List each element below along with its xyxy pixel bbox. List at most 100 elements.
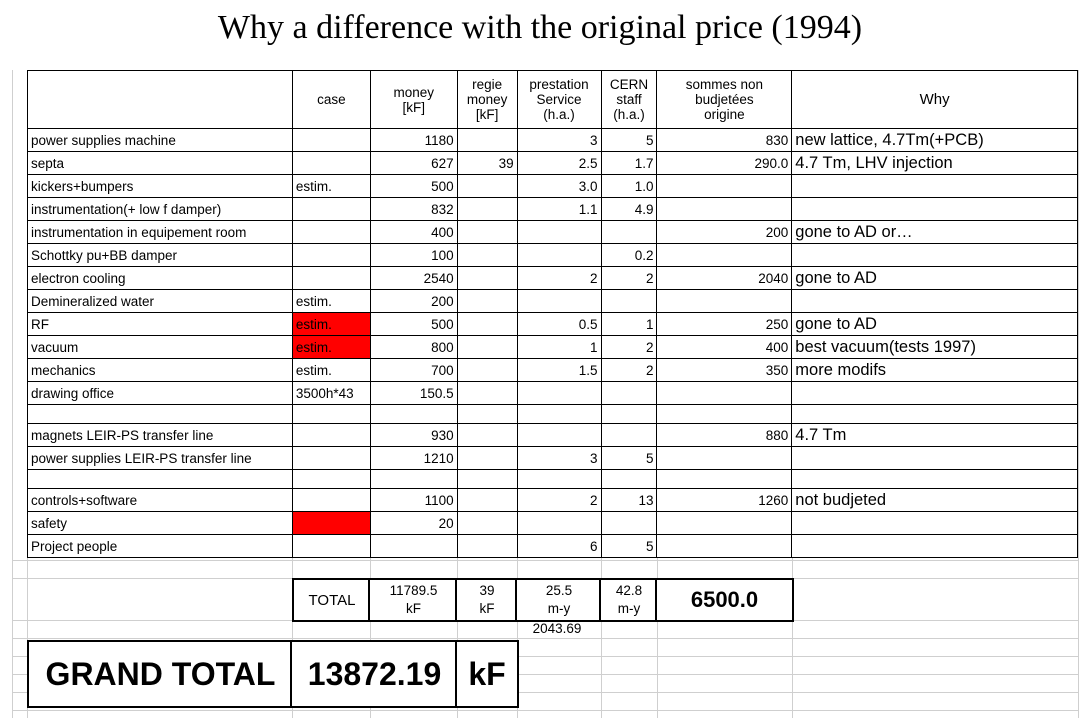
row-item: [27, 404, 293, 424]
header-money: money [kF]: [369, 70, 458, 129]
table-row: electron cooling 2540 2 2 2040 gone to AD: [27, 266, 1078, 290]
row-case: estim.: [291, 174, 371, 198]
row-item: controls+software: [27, 488, 293, 512]
row-item: power supplies machine: [27, 128, 293, 152]
row-money: 150.5: [369, 381, 458, 405]
table-row: vacuum estim. 800 1 2 400 best vacuum(tests 19…: [27, 335, 1078, 359]
row-why: [791, 404, 1078, 424]
row-why: [791, 197, 1078, 221]
row-regie: [456, 289, 518, 313]
table-row: [27, 469, 1078, 489]
grid-line: [12, 656, 1078, 657]
total-label: TOTAL: [292, 578, 372, 622]
row-why: [791, 534, 1078, 558]
page-title: Why a difference with the original price…: [217, 9, 863, 46]
total-prestation-value: 25.5: [545, 583, 573, 598]
row-prestation: [516, 404, 602, 424]
row-item: Schottky pu+BB damper: [27, 243, 293, 267]
cost-table-body: case money [kF] regie money [kF] prestation…: [27, 70, 1078, 558]
row-sommes: [656, 197, 793, 221]
table-row: magnets LEIR-PS transfer line 930 880 4.7 T…: [27, 423, 1078, 447]
row-money: 20: [369, 511, 458, 535]
row-sommes: 400: [656, 335, 793, 359]
table-row: drawing office 3500h*43 150.5: [27, 381, 1078, 405]
row-prestation: 2: [516, 266, 602, 290]
row-case: estim.: [291, 358, 371, 382]
row-item: Project people: [27, 534, 293, 558]
row-case: 3500h*43: [291, 381, 371, 405]
row-case: [291, 423, 371, 447]
row-prestation: 3: [516, 128, 602, 152]
row-regie: [456, 197, 518, 221]
total-sub-value: 2043.69: [532, 621, 582, 636]
row-cern: [600, 423, 658, 447]
row-regie: [456, 423, 518, 447]
row-cern: [600, 511, 658, 535]
row-case: [291, 151, 371, 175]
row-item: Demineralized water: [27, 289, 293, 313]
total-sommes: 6500.0: [655, 578, 794, 622]
row-money: [369, 404, 458, 424]
row-item: magnets LEIR-PS transfer line: [27, 423, 293, 447]
row-why: [791, 511, 1078, 535]
row-case: [291, 446, 371, 470]
row-why: gone to AD or…: [791, 220, 1078, 244]
row-cern: [600, 404, 658, 424]
row-prestation: [516, 289, 602, 313]
row-regie: [456, 174, 518, 198]
row-prestation: 3: [516, 446, 602, 470]
total-money: 11789.5 kF: [368, 578, 459, 622]
row-prestation: [516, 423, 602, 447]
row-why: more modifs: [791, 358, 1078, 382]
total-money-unit: kF: [406, 601, 421, 616]
table-row: instrumentation(+ low f damper) 832 1.1 4.9: [27, 197, 1078, 221]
total-regie-value: 39: [479, 583, 495, 598]
table-row: instrumentation in equipement room 400 200…: [27, 220, 1078, 244]
row-money: 1100: [369, 488, 458, 512]
header-cern-staff: CERN staff (h.a.): [600, 70, 658, 129]
row-regie: [456, 358, 518, 382]
total-regie: 39 kF: [455, 578, 519, 622]
row-regie: [456, 404, 518, 424]
row-why: [791, 174, 1078, 198]
row-item: RF: [27, 312, 293, 336]
row-regie: [456, 469, 518, 489]
row-why: 4.7 Tm: [791, 423, 1078, 447]
total-cern-unit: m-y: [617, 601, 641, 616]
row-sommes: [656, 289, 793, 313]
row-item: power supplies LEIR-PS transfer line: [27, 446, 293, 470]
row-sommes: 200: [656, 220, 793, 244]
header-regie-money: regie money [kF]: [456, 70, 518, 129]
row-cern: 2: [600, 266, 658, 290]
row-item: electron cooling: [27, 266, 293, 290]
row-money: 930: [369, 423, 458, 447]
row-sommes: 880: [656, 423, 793, 447]
table-row: kickers+bumpers estim. 500 3.0 1.0: [27, 174, 1078, 198]
row-item: instrumentation in equipement room: [27, 220, 293, 244]
row-case: estim.: [291, 335, 371, 359]
table-row: Demineralized water estim. 200: [27, 289, 1078, 313]
table-row: RF estim. 500 0.5 1 250 gone to AD: [27, 312, 1078, 336]
row-why: [791, 289, 1078, 313]
row-sommes: [656, 446, 793, 470]
table-row: Schottky pu+BB damper 100 0.2: [27, 243, 1078, 267]
row-prestation: [516, 469, 602, 489]
row-regie: [456, 243, 518, 267]
row-sommes: 250: [656, 312, 793, 336]
row-sommes: 830: [656, 128, 793, 152]
total-money-value: 11789.5: [389, 583, 438, 598]
row-prestation: 1: [516, 335, 602, 359]
row-regie: [456, 335, 518, 359]
table-row: [27, 404, 1078, 424]
grid-line: [12, 710, 1078, 711]
row-cern: 0.2: [600, 243, 658, 267]
row-regie: 39: [456, 151, 518, 175]
row-regie: [456, 266, 518, 290]
row-case: [291, 197, 371, 221]
row-sommes: 350: [656, 358, 793, 382]
row-cern: [600, 220, 658, 244]
row-cern: 1.7: [600, 151, 658, 175]
row-sommes: [656, 381, 793, 405]
row-why: 4.7 Tm, LHV injection: [791, 151, 1078, 175]
row-prestation: [516, 381, 602, 405]
